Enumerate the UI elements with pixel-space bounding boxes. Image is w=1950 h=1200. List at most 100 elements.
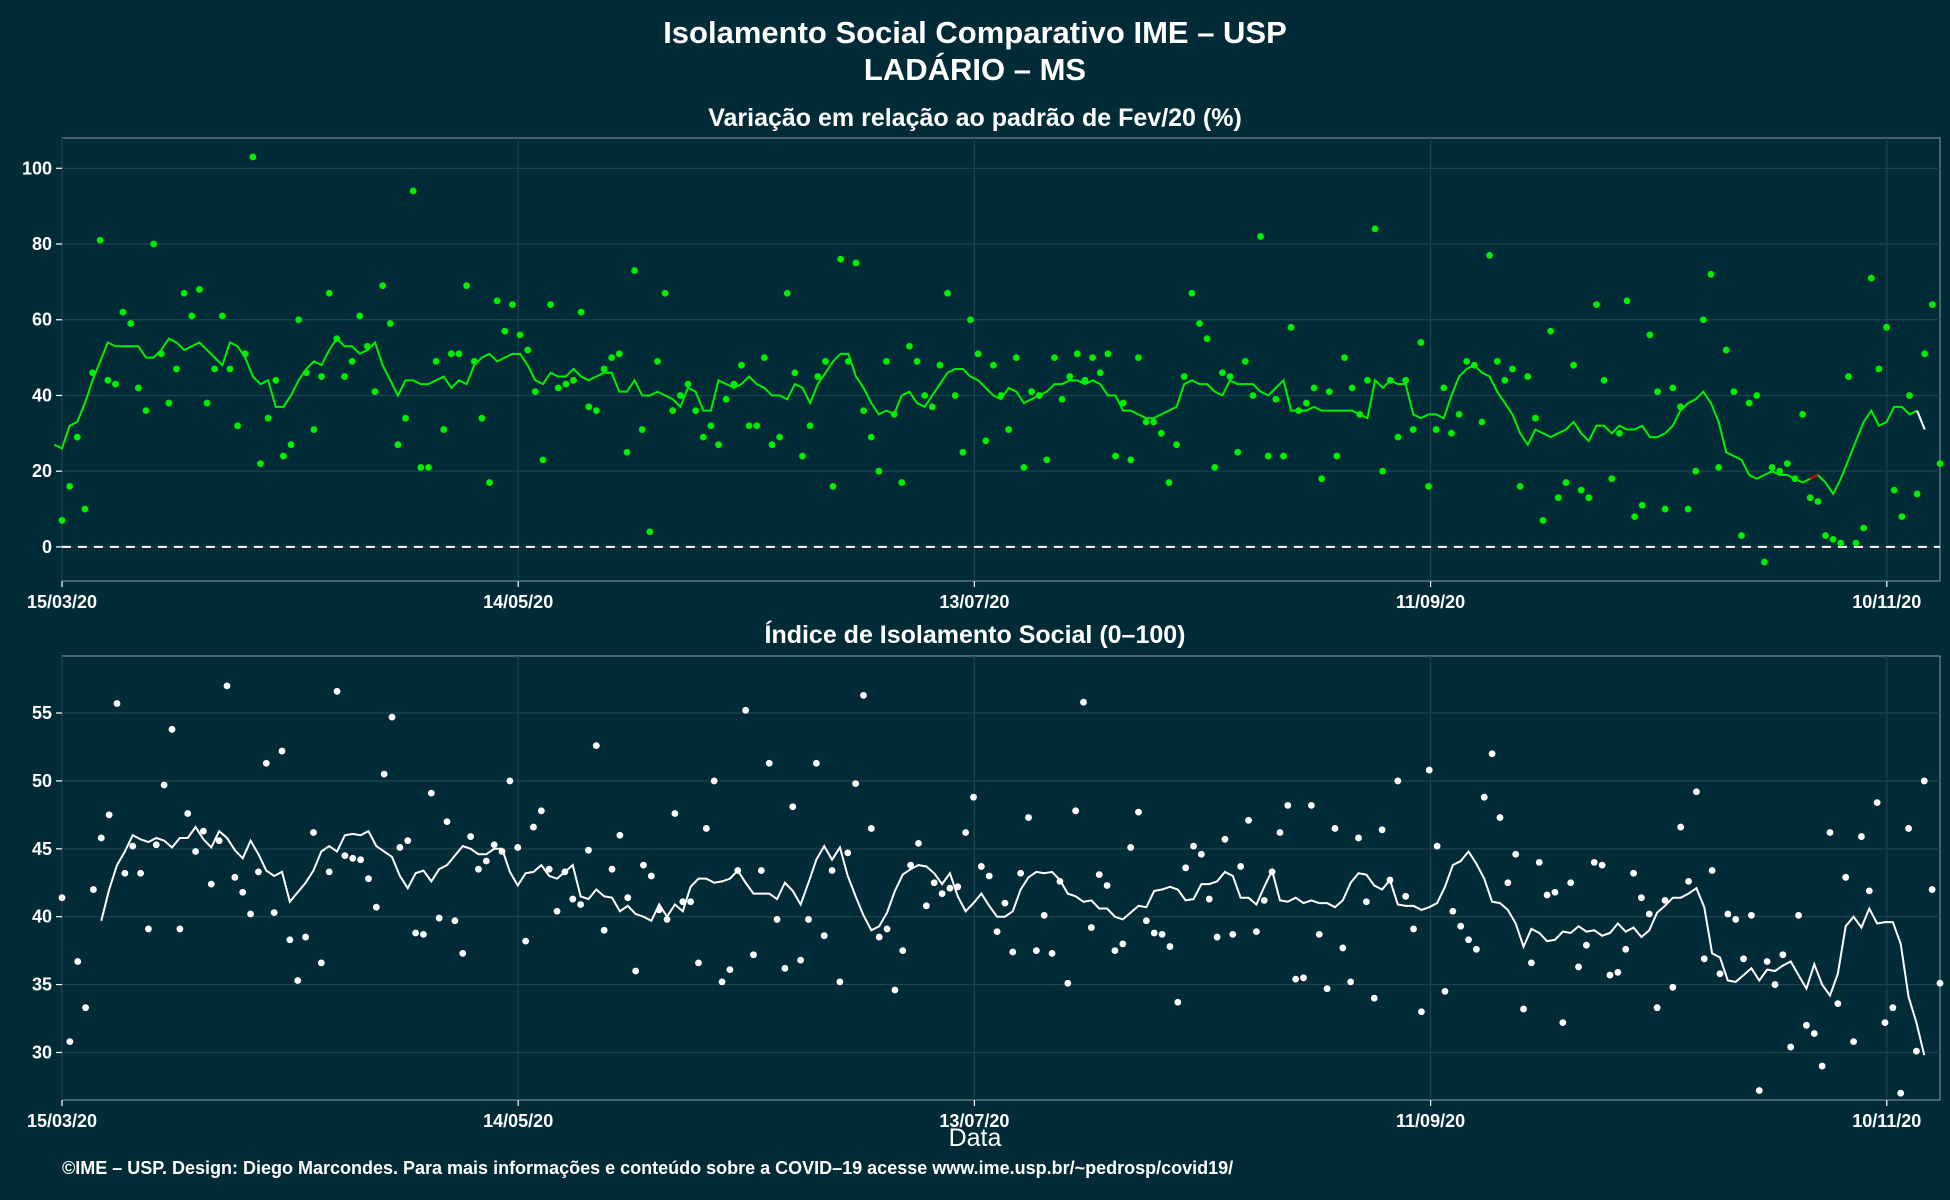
- p1-data-point: [1661, 505, 1669, 513]
- p2-data-point: [74, 958, 82, 965]
- p2-data-point: [1127, 844, 1135, 851]
- p2-data-point: [333, 687, 341, 695]
- p1-data-point: [1157, 429, 1165, 437]
- p2-data-point: [812, 759, 820, 767]
- p2-data-point: [1645, 910, 1653, 918]
- p1-data-point: [1898, 513, 1906, 521]
- p1-data-point: [1921, 350, 1929, 358]
- p1-trend-line-highlight: [1809, 474, 1819, 480]
- x-axis-label: Data: [948, 1124, 1002, 1152]
- p2-data-point: [1276, 829, 1284, 836]
- p1-data-point: [1264, 452, 1272, 460]
- p2-data-point: [655, 906, 663, 914]
- p1-data-point: [348, 357, 356, 365]
- p1-data-point: [1463, 357, 1471, 365]
- p1-data-point: [974, 350, 982, 358]
- p2-data-point: [1095, 871, 1103, 879]
- p2-data-point: [294, 977, 302, 984]
- p2-data-point: [1252, 928, 1260, 936]
- p1-data-point: [73, 433, 81, 441]
- p1-data-point: [768, 441, 776, 449]
- p1-data-point: [1768, 464, 1776, 471]
- p2-data-point: [1040, 911, 1048, 919]
- p1-data-point: [1135, 354, 1142, 362]
- p2-data-point: [1142, 917, 1150, 925]
- p1-data-point: [1058, 395, 1066, 403]
- p2-data-point: [1315, 930, 1323, 938]
- p2-data-point: [1009, 948, 1017, 956]
- p2-data-point: [1920, 777, 1928, 785]
- p2-data-point: [1025, 814, 1032, 821]
- p2-data-point: [207, 880, 215, 888]
- p1-data-point: [1364, 376, 1371, 384]
- p2-data-point: [404, 837, 412, 845]
- p1-data-point: [1860, 524, 1868, 532]
- p2-data-point: [1496, 814, 1504, 821]
- p2-data-point: [1810, 1030, 1818, 1037]
- p1-data-point: [1509, 365, 1516, 373]
- p2-data-point: [1535, 858, 1543, 866]
- p1-data-point: [1348, 384, 1356, 392]
- p2-data-point: [1622, 945, 1630, 953]
- p2-data-point: [773, 916, 781, 923]
- p2-data-point: [600, 926, 608, 934]
- p2-y-tick-label: 55: [32, 703, 52, 723]
- p2-data-point: [58, 894, 66, 902]
- p1-data-point: [1081, 376, 1089, 384]
- p2-data-point: [1755, 1087, 1763, 1094]
- p1-data-point: [516, 331, 524, 339]
- p2-data-point: [1732, 916, 1740, 923]
- p1-data-point: [363, 342, 371, 350]
- p2-data-point: [1858, 833, 1865, 840]
- p1-data-point: [1615, 429, 1623, 437]
- p2-data-point: [1103, 882, 1111, 889]
- p2-data-point: [1520, 1005, 1527, 1013]
- p1-data-point: [570, 376, 577, 384]
- p1-data-point: [1631, 513, 1639, 521]
- p1-data-point: [310, 426, 318, 433]
- p2-data-point: [1905, 825, 1912, 832]
- p1-data-point: [1753, 392, 1761, 399]
- p1-data-point: [1654, 388, 1661, 396]
- p1-panel-border: [61, 137, 1941, 582]
- p1-data-point: [883, 357, 890, 365]
- p1-data-point: [66, 482, 74, 490]
- p2-data-point: [930, 879, 938, 887]
- p1-data-point: [1936, 460, 1944, 468]
- p1-data-point: [1554, 494, 1562, 502]
- p1-data-point: [165, 399, 173, 407]
- p2-data-point: [482, 857, 490, 865]
- p1-data-point: [371, 388, 379, 396]
- p2-data-point: [1465, 936, 1472, 944]
- p1-data-point: [134, 384, 142, 392]
- p1-data-point: [1501, 376, 1509, 384]
- p2-data-point: [459, 949, 467, 957]
- p1-data-point: [1623, 297, 1631, 305]
- p1-data-point: [867, 433, 875, 441]
- p1-data-point: [1325, 388, 1333, 396]
- p1-data-point: [1745, 399, 1753, 407]
- p2-data-point: [1567, 879, 1575, 887]
- p2-data-point: [742, 706, 750, 714]
- p1-x-tick-label: 11/09/20: [1396, 592, 1465, 612]
- p1-data-point: [1318, 475, 1326, 483]
- p2-data-point: [200, 827, 207, 835]
- p2-data-point: [1150, 929, 1158, 937]
- p2-x-tick-label: 11/09/20: [1396, 1111, 1465, 1131]
- p1-data-point: [150, 240, 158, 248]
- p1-data-point: [1722, 346, 1730, 354]
- p2-data-point: [1135, 808, 1142, 816]
- p1-data-point: [951, 392, 959, 399]
- p1-data-point: [1707, 270, 1715, 278]
- p2-data-point: [954, 883, 962, 891]
- p2-data-point: [522, 937, 530, 945]
- panel1-title: Variação em relação ao padrão de Fev/20 …: [708, 104, 1242, 132]
- p1-data-point: [1806, 494, 1814, 502]
- p2-data-point: [1237, 863, 1245, 870]
- p2-data-point: [1488, 750, 1496, 758]
- p2-data-point: [977, 863, 985, 870]
- p1-data-point: [1257, 233, 1264, 240]
- p1-data-point: [760, 354, 768, 362]
- p1-y-tick-label: 20: [32, 461, 52, 481]
- p2-data-point: [396, 844, 404, 851]
